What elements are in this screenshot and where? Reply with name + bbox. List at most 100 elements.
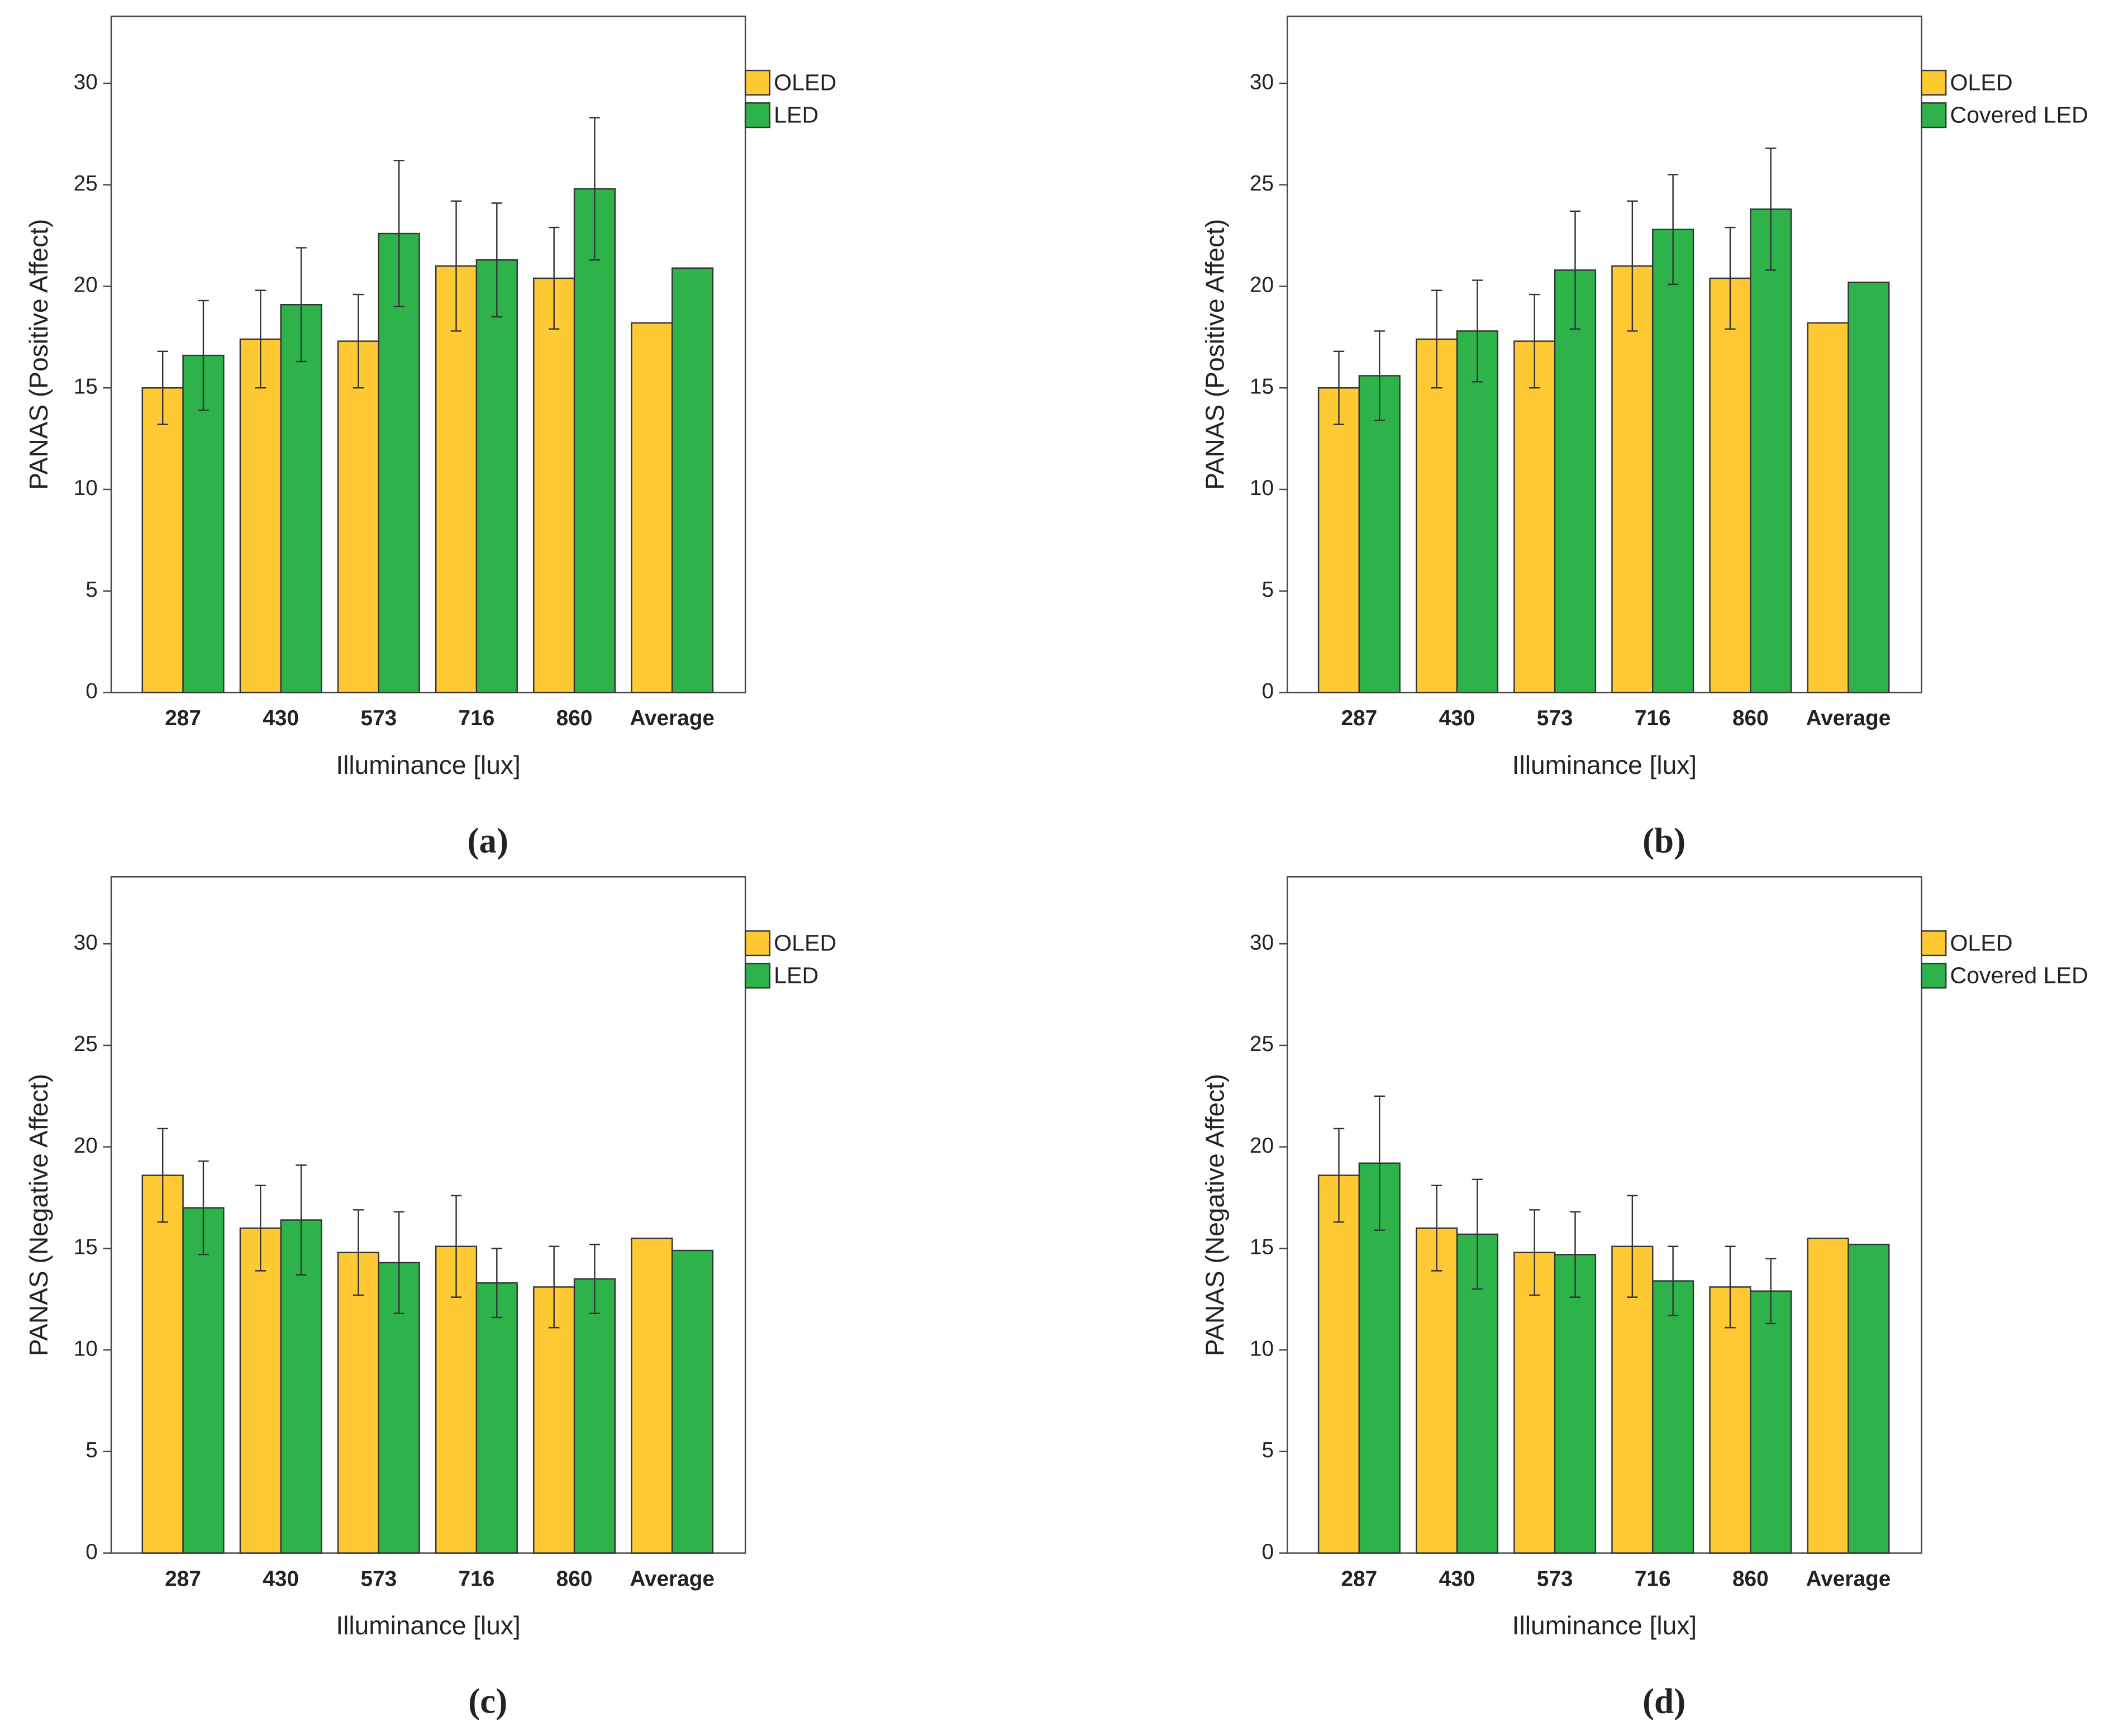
panel-label: (a) bbox=[468, 821, 509, 860]
x-tick-label: 430 bbox=[1439, 1567, 1475, 1591]
legend-swatch bbox=[744, 69, 771, 96]
x-axis-label: Illuminance [lux] bbox=[1512, 1611, 1697, 1640]
panel-label: (c) bbox=[468, 1682, 507, 1721]
x-tick-label: 430 bbox=[1439, 706, 1475, 730]
bar bbox=[1652, 1280, 1694, 1554]
panel: 0 5 10 15 20 25 30 PANAS (Positive Affect) Illum… bbox=[1200, 15, 2088, 860]
legend-label: OLED bbox=[774, 930, 836, 955]
y-tick-label: 10 bbox=[1250, 1337, 1274, 1361]
panel-label: (d) bbox=[1642, 1682, 1686, 1721]
x-tick-label: 430 bbox=[263, 706, 299, 730]
legend-label: LED bbox=[774, 102, 818, 127]
bar bbox=[533, 277, 575, 693]
bar bbox=[1317, 387, 1360, 693]
x-tick-label: 287 bbox=[165, 706, 201, 730]
y-tick-label: 30 bbox=[1250, 70, 1274, 94]
y-tick-label: 25 bbox=[1250, 1032, 1274, 1056]
bar bbox=[1358, 375, 1401, 693]
x-tick-label: 287 bbox=[165, 1567, 201, 1591]
bar bbox=[573, 188, 616, 693]
bar bbox=[1358, 1162, 1401, 1554]
bar bbox=[671, 267, 714, 693]
bar bbox=[671, 1249, 714, 1554]
bar bbox=[1652, 229, 1694, 693]
bar bbox=[1807, 1237, 1849, 1554]
x-tick-label: 573 bbox=[1537, 706, 1573, 730]
y-axis-label: PANAS (Positive Affect) bbox=[1200, 219, 1229, 490]
bar bbox=[141, 1174, 184, 1554]
x-tick-label: Average bbox=[1806, 706, 1891, 730]
x-tick-label: 716 bbox=[459, 706, 495, 730]
y-tick-label: 20 bbox=[74, 273, 98, 297]
x-axis-label: Illuminance [lux] bbox=[1512, 750, 1697, 779]
bar bbox=[1611, 265, 1654, 693]
y-tick-label: 20 bbox=[1250, 1134, 1274, 1158]
bar bbox=[141, 387, 184, 693]
y-tick-label: 5 bbox=[1261, 578, 1274, 602]
y-tick-label: 10 bbox=[74, 476, 98, 500]
bar bbox=[1750, 208, 1792, 693]
x-tick-label: 287 bbox=[1341, 1567, 1378, 1591]
y-tick-label: 15 bbox=[1250, 1235, 1274, 1259]
panel: 0 5 10 15 20 25 30 PANAS (Negative Affect) Illum… bbox=[1200, 876, 2088, 1721]
y-axis-label: PANAS (Negative Affect) bbox=[24, 1074, 53, 1356]
legend-label: LED bbox=[774, 963, 818, 988]
bar bbox=[475, 1282, 518, 1554]
bar bbox=[1807, 322, 1849, 693]
bar bbox=[573, 1278, 616, 1554]
bar bbox=[1554, 269, 1597, 693]
bar bbox=[1416, 338, 1458, 693]
y-tick-label: 25 bbox=[74, 1032, 98, 1056]
x-axis-label: Illuminance [lux] bbox=[336, 1611, 520, 1640]
y-tick-label: 0 bbox=[1261, 679, 1274, 703]
y-tick-label: 15 bbox=[74, 1235, 98, 1259]
bar bbox=[1317, 1174, 1360, 1554]
y-tick-label: 10 bbox=[74, 1337, 98, 1361]
x-tick-label: 573 bbox=[1537, 1567, 1573, 1591]
legend-swatch bbox=[1921, 930, 1947, 957]
legend-swatch bbox=[1921, 102, 1947, 129]
y-axis-label: PANAS (Positive Affect) bbox=[24, 219, 53, 490]
bar bbox=[239, 338, 282, 693]
x-tick-label: 573 bbox=[360, 1567, 397, 1591]
x-tick-label: Average bbox=[1806, 1567, 1891, 1591]
bar bbox=[631, 322, 673, 693]
y-tick-label: 5 bbox=[85, 578, 98, 602]
x-tick-label: 287 bbox=[1341, 706, 1378, 730]
y-tick-label: 15 bbox=[1250, 374, 1274, 398]
bar bbox=[337, 340, 380, 693]
bar bbox=[1554, 1254, 1597, 1554]
x-tick-label: 716 bbox=[1635, 1567, 1671, 1591]
y-tick-label: 5 bbox=[85, 1438, 98, 1462]
bar bbox=[239, 1227, 282, 1554]
bar bbox=[1750, 1290, 1792, 1554]
bar bbox=[182, 354, 225, 693]
y-tick-label: 25 bbox=[1250, 172, 1274, 196]
y-tick-label: 20 bbox=[1250, 273, 1274, 297]
x-tick-label: 860 bbox=[556, 1567, 593, 1591]
x-tick-label: 860 bbox=[1732, 1567, 1769, 1591]
x-axis-label: Illuminance [lux] bbox=[336, 750, 520, 779]
y-tick-label: 30 bbox=[74, 930, 98, 954]
x-tick-label: 430 bbox=[263, 1567, 299, 1591]
bar bbox=[1709, 277, 1751, 693]
x-tick-label: 860 bbox=[1732, 706, 1769, 730]
legend-swatch bbox=[744, 102, 771, 129]
bar bbox=[337, 1252, 380, 1554]
bar bbox=[1456, 330, 1498, 693]
y-tick-label: 0 bbox=[85, 679, 98, 703]
bar bbox=[1848, 1243, 1890, 1554]
bar bbox=[1848, 282, 1890, 693]
legend-label: Covered LED bbox=[1950, 102, 2088, 127]
y-tick-label: 5 bbox=[1261, 1438, 1274, 1462]
panel-label: (b) bbox=[1642, 821, 1686, 860]
plot-frame bbox=[110, 876, 746, 1554]
bar bbox=[533, 1286, 575, 1554]
legend-label: OLED bbox=[774, 69, 836, 95]
x-tick-label: 573 bbox=[360, 706, 397, 730]
legend-swatch bbox=[744, 930, 771, 957]
panel: 0 5 10 15 20 25 30 PANAS (Negative Affect) Illum… bbox=[24, 876, 836, 1721]
legend-label: Covered LED bbox=[1950, 963, 2088, 988]
